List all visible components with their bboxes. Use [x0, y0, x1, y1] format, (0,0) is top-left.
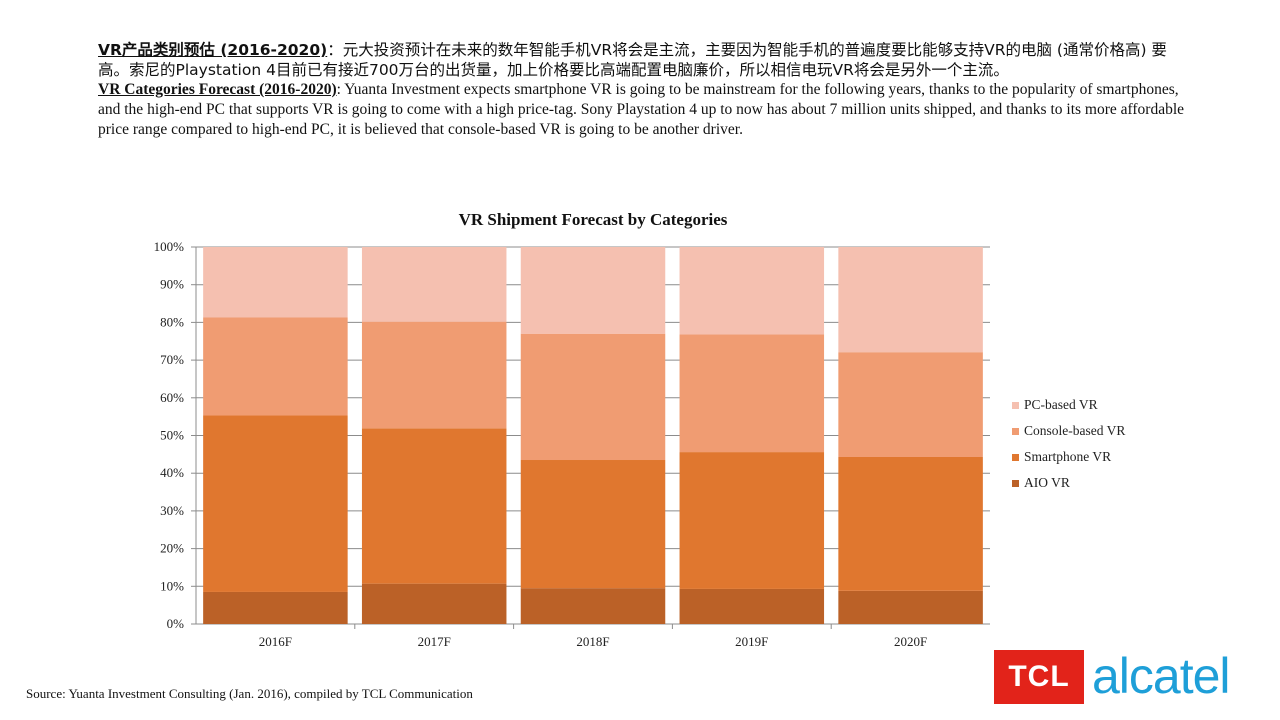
bar-console-based-vr-2016f [203, 317, 348, 416]
x-tick-label: 2019F [735, 634, 768, 649]
y-tick-label: 30% [160, 503, 184, 518]
bar-console-based-vr-2018f [520, 333, 666, 461]
bar-smartphone-vr-2017f [361, 428, 507, 584]
x-tick-label: 2018F [576, 634, 609, 649]
y-tick-label: 60% [160, 390, 184, 405]
intro-en-heading: VR Categories Forecast (2016-2020) [98, 81, 337, 98]
intro-en: VR Categories Forecast (2016-2020): Yuan… [98, 80, 1188, 140]
intro-zh-body: ：元大投资预计在未来的数年智能手机VR将会是主流，主要因为智能手机的普遍度要比能… [98, 41, 1167, 79]
bar-pc-based-vr-2020f [838, 247, 983, 353]
y-tick-label: 70% [160, 352, 184, 367]
bar-aio-vr-2016f [203, 591, 348, 624]
y-tick-label: 100% [154, 239, 185, 254]
legend-label: Console-based VR [1024, 423, 1125, 438]
legend-label: AIO VR [1024, 475, 1070, 490]
source-note: Source: Yuanta Investment Consulting (Ja… [26, 686, 473, 701]
bar-pc-based-vr-2017f [361, 247, 507, 322]
x-tick-label: 2017F [418, 634, 451, 649]
alcatel-logo: alcatel [1092, 646, 1231, 706]
bar-console-based-vr-2020f [838, 352, 983, 457]
y-tick-label: 80% [160, 314, 184, 329]
tcl-logo-text: TCL [1008, 660, 1070, 693]
bar-aio-vr-2017f [361, 583, 507, 624]
y-tick-label: 0% [167, 616, 185, 631]
legend-swatch [1012, 480, 1019, 487]
bar-smartphone-vr-2016f [203, 415, 348, 592]
legend-swatch [1012, 428, 1019, 435]
bar-pc-based-vr-2018f [520, 247, 666, 334]
bar-aio-vr-2018f [520, 588, 666, 624]
legend-swatch [1012, 402, 1019, 409]
y-tick-label: 50% [160, 428, 184, 443]
bar-smartphone-vr-2018f [520, 460, 666, 589]
intro-text: VR产品类别预估 (2016-2020)：元大投资预计在未来的数年智能手机VR将… [98, 40, 1188, 140]
tcl-logo: TCL [994, 650, 1084, 704]
chart-title: VR Shipment Forecast by Categories [459, 210, 728, 229]
bar-smartphone-vr-2020f [838, 456, 983, 591]
y-tick-label: 90% [160, 277, 184, 292]
bar-pc-based-vr-2016f [203, 247, 348, 318]
x-tick-label: 2020F [894, 634, 927, 649]
intro-en-body: : Yuanta Investment expects smartphone V… [98, 81, 1185, 138]
bar-aio-vr-2020f [838, 590, 983, 624]
bar-console-based-vr-2019f [679, 334, 825, 453]
intro-zh-heading: VR产品类别预估 (2016-2020) [98, 41, 328, 59]
x-tick-label: 2016F [259, 634, 292, 649]
legend-swatch [1012, 454, 1019, 461]
legend-label: Smartphone VR [1024, 449, 1111, 464]
bar-pc-based-vr-2019f [679, 247, 825, 335]
bar-smartphone-vr-2019f [679, 452, 825, 589]
bar-console-based-vr-2017f [361, 321, 507, 429]
intro-zh: VR产品类别预估 (2016-2020)：元大投资预计在未来的数年智能手机VR将… [98, 40, 1188, 80]
alcatel-logo-text: alcatel [1092, 648, 1231, 704]
y-tick-label: 20% [160, 541, 184, 556]
bar-aio-vr-2019f [679, 588, 825, 624]
legend-label: PC-based VR [1024, 397, 1098, 412]
y-tick-label: 40% [160, 465, 184, 480]
y-tick-label: 10% [160, 578, 184, 593]
